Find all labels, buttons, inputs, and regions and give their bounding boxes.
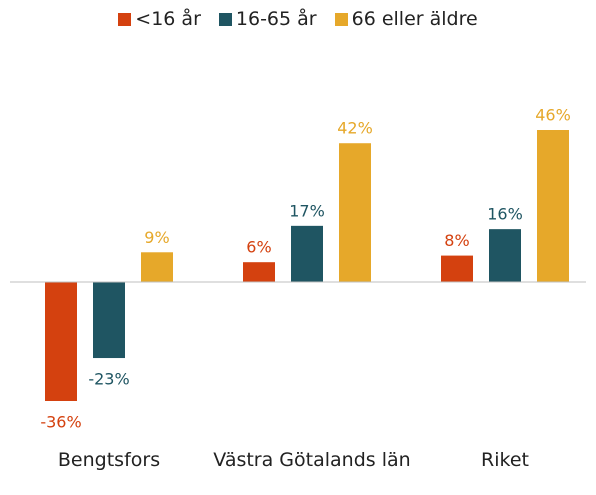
category-label: Västra Götalands län	[213, 449, 411, 471]
bar	[339, 143, 371, 283]
data-label: -36%	[40, 413, 81, 432]
data-label: 8%	[444, 231, 469, 250]
data-label: -23%	[88, 370, 129, 389]
data-label: 46%	[535, 106, 571, 125]
legend-swatch	[334, 12, 348, 26]
bar	[441, 255, 473, 283]
data-label: 9%	[144, 228, 169, 247]
legend-swatch	[118, 12, 132, 26]
bar	[141, 252, 173, 283]
bar	[489, 229, 521, 283]
bar	[243, 262, 275, 283]
data-label: 6%	[246, 238, 271, 257]
legend: <16 år 16-65 år 66 eller äldre	[0, 8, 596, 30]
bar	[45, 282, 77, 401]
data-label: 42%	[337, 119, 373, 138]
legend-label: <16 år	[135, 8, 201, 30]
legend-entry: 66 eller äldre	[334, 8, 478, 30]
legend-entry: 16-65 år	[218, 8, 317, 30]
data-label: 16%	[487, 205, 523, 224]
bar	[537, 130, 569, 283]
legend-label: 66 eller äldre	[351, 8, 478, 30]
legend-entry: <16 år	[118, 8, 201, 30]
legend-label: 16-65 år	[235, 8, 317, 30]
category-label: Riket	[481, 449, 529, 471]
category-label: Bengtsfors	[57, 449, 161, 471]
data-label: 17%	[289, 201, 325, 220]
bar	[291, 225, 323, 283]
legend-swatch	[218, 12, 232, 26]
bar	[93, 282, 125, 359]
